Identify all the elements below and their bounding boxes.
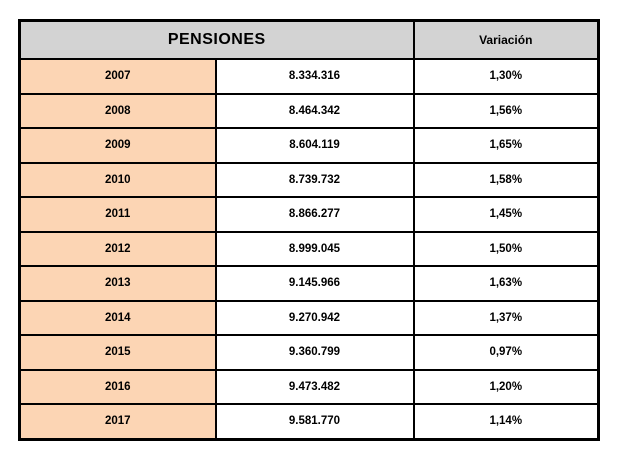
table-row: 2013 9.145.966 1,63% — [18, 265, 600, 302]
pensions-table-wrapper: PENSIONES Variación 2007 8.334.316 1,30%… — [18, 19, 600, 441]
variation-cell: 1,30% — [412, 58, 600, 95]
value-cell: 9.145.966 — [214, 265, 415, 302]
value-cell: 9.360.799 — [214, 334, 415, 371]
variation-cell: 1,56% — [412, 92, 600, 129]
value-cell: 8.999.045 — [214, 230, 415, 267]
year-cell: 2017 — [18, 403, 217, 440]
table-row: 2008 8.464.342 1,56% — [18, 92, 600, 129]
year-cell: 2015 — [18, 334, 217, 371]
table-row: 2015 9.360.799 0,97% — [18, 334, 600, 371]
table-row: 2007 8.334.316 1,30% — [18, 58, 600, 95]
year-cell: 2013 — [18, 265, 217, 302]
variation-cell: 1,50% — [412, 230, 600, 267]
table-row: 2016 9.473.482 1,20% — [18, 368, 600, 405]
year-cell: 2014 — [18, 299, 217, 336]
variation-cell: 1,58% — [412, 161, 600, 198]
variation-cell: 1,20% — [412, 368, 600, 405]
header-variacion: Variación — [412, 19, 600, 60]
table-row: 2017 9.581.770 1,14% — [18, 403, 600, 440]
value-cell: 8.334.316 — [214, 58, 415, 95]
variation-cell: 1,63% — [412, 265, 600, 302]
year-cell: 2011 — [18, 196, 217, 233]
value-cell: 8.464.342 — [214, 92, 415, 129]
year-cell: 2007 — [18, 58, 217, 95]
header-pensiones: PENSIONES — [18, 19, 415, 60]
value-cell: 9.270.942 — [214, 299, 415, 336]
year-cell: 2016 — [18, 368, 217, 405]
year-cell: 2010 — [18, 161, 217, 198]
table-row: 2011 8.866.277 1,45% — [18, 196, 600, 233]
year-cell: 2008 — [18, 92, 217, 129]
year-cell: 2012 — [18, 230, 217, 267]
value-cell: 8.604.119 — [214, 127, 415, 164]
variation-cell: 1,65% — [412, 127, 600, 164]
table-row: 2014 9.270.942 1,37% — [18, 299, 600, 336]
table-row: 2010 8.739.732 1,58% — [18, 161, 600, 198]
value-cell: 8.866.277 — [214, 196, 415, 233]
table-row: 2009 8.604.119 1,65% — [18, 127, 600, 164]
value-cell: 8.739.732 — [214, 161, 415, 198]
value-cell: 9.581.770 — [214, 403, 415, 440]
table-row: 2012 8.999.045 1,50% — [18, 230, 600, 267]
header-row: PENSIONES Variación — [18, 19, 600, 60]
variation-cell: 1,37% — [412, 299, 600, 336]
variation-cell: 1,45% — [412, 196, 600, 233]
year-cell: 2009 — [18, 127, 217, 164]
pensions-table: PENSIONES Variación 2007 8.334.316 1,30%… — [18, 19, 600, 441]
value-cell: 9.473.482 — [214, 368, 415, 405]
variation-cell: 1,14% — [412, 403, 600, 440]
variation-cell: 0,97% — [412, 334, 600, 371]
